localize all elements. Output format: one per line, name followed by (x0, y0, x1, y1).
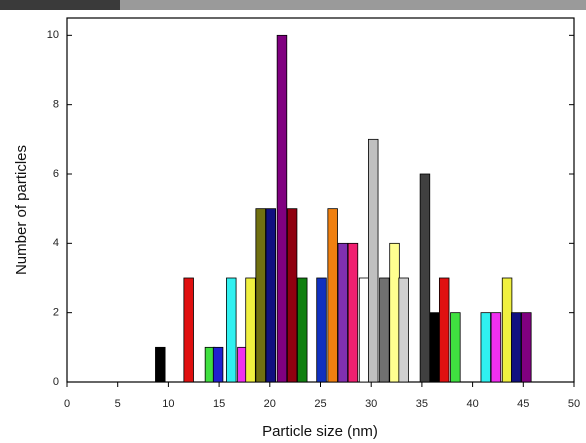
bar (338, 243, 348, 382)
y-axis-title: Number of particles (13, 145, 30, 275)
y-tick-label: 6 (53, 168, 59, 180)
bar (213, 347, 223, 382)
bar (430, 313, 440, 382)
y-tick-label: 2 (53, 307, 59, 319)
x-tick-label: 40 (466, 398, 478, 410)
bar (390, 243, 400, 382)
y-tick-label: 0 (53, 376, 59, 388)
x-tick-label: 5 (115, 398, 121, 410)
y-tick-label: 4 (53, 237, 59, 249)
x-tick-label: 20 (264, 398, 276, 410)
x-tick-label: 45 (517, 398, 529, 410)
bar (277, 35, 287, 382)
y-tick-label: 8 (53, 99, 59, 111)
x-tick-label: 30 (365, 398, 377, 410)
x-tick-label: 50 (568, 398, 580, 410)
bar (502, 278, 512, 382)
bar (368, 139, 378, 382)
bar (439, 278, 449, 382)
bar (380, 278, 390, 382)
bar (266, 209, 276, 382)
bar (155, 347, 165, 382)
x-tick-label: 10 (162, 398, 174, 410)
bar (451, 313, 461, 382)
bar (481, 313, 491, 382)
bar (491, 313, 501, 382)
bar (399, 278, 409, 382)
x-axis-title: Particle size (nm) (262, 423, 378, 440)
chart: Particle size (nm) Number of particles 0… (0, 0, 586, 443)
bar (256, 209, 266, 382)
bar (328, 209, 338, 382)
y-tick-label: 10 (47, 29, 59, 41)
bar (522, 313, 532, 382)
bar (348, 243, 358, 382)
bar (359, 278, 369, 382)
bar (287, 209, 297, 382)
bar (226, 278, 236, 382)
bar (297, 278, 307, 382)
bar (511, 313, 521, 382)
bar (184, 278, 194, 382)
image-strip-dark (0, 0, 120, 10)
x-tick-label: 35 (416, 398, 428, 410)
bar (420, 174, 430, 382)
x-tick-label: 15 (213, 398, 225, 410)
bar (246, 278, 256, 382)
x-tick-label: 25 (314, 398, 326, 410)
bar (317, 278, 327, 382)
x-tick-label: 0 (64, 398, 70, 410)
